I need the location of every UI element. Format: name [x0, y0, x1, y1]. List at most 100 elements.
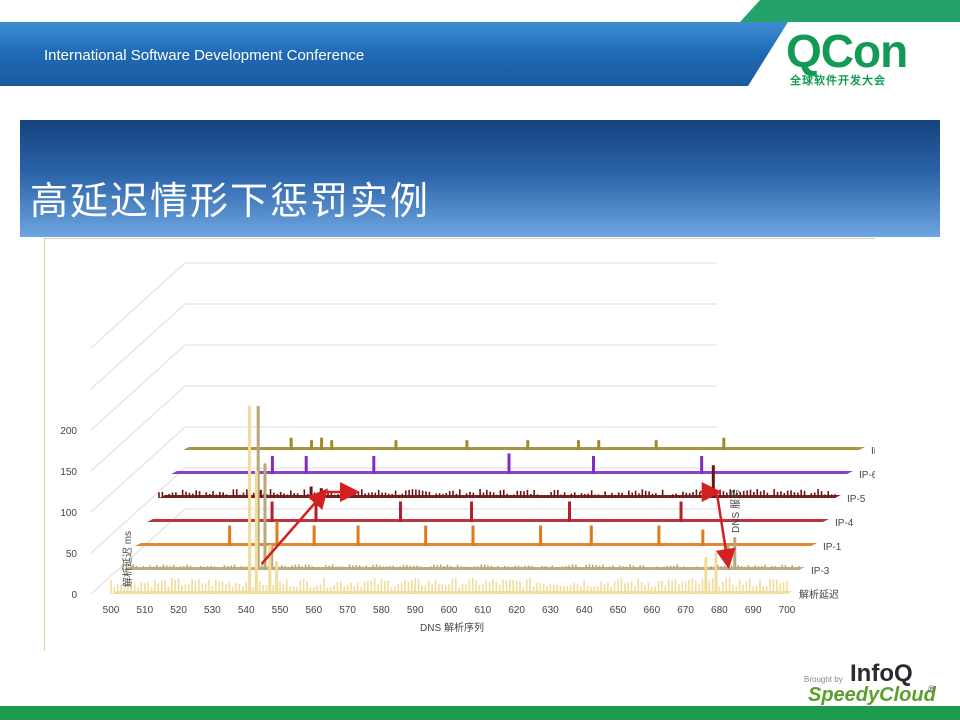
bottom-bar — [0, 706, 960, 720]
series-spike — [270, 501, 274, 522]
series-spike — [469, 501, 473, 522]
series-spike — [394, 440, 398, 450]
gridline-diag — [90, 303, 186, 390]
x-tick-label: 570 — [339, 605, 356, 616]
series-label: IP-4 — [835, 518, 854, 529]
x-tick-label: 670 — [677, 605, 694, 616]
series-spike — [312, 525, 316, 546]
series-spike — [275, 521, 279, 546]
slide-title: 高延迟情形下惩罚实例 — [30, 181, 431, 223]
series-spike — [471, 525, 475, 546]
series-spike — [704, 557, 708, 594]
series-spike — [465, 440, 469, 450]
series-spike — [263, 463, 267, 570]
qcon-subtitle: 全球软件开发大会 — [790, 75, 886, 87]
series-spike — [258, 489, 262, 498]
gridline-diag — [90, 262, 186, 349]
x-tick-label: 700 — [779, 605, 796, 616]
series-spike — [589, 525, 593, 546]
brought-by-text: Brought by — [804, 675, 843, 684]
infoq-logo: InfoQ — [850, 660, 913, 687]
gridline-diag — [90, 344, 186, 431]
series-ribbon-IP-2 — [183, 447, 865, 450]
annotation-arrow — [715, 491, 736, 569]
series-spike — [714, 553, 718, 594]
y-tick-label: 0 — [71, 590, 77, 601]
y-tick-label: 50 — [66, 549, 78, 560]
series-spike — [526, 440, 530, 450]
series-ribbon-IP-6 — [171, 471, 853, 474]
x-tick-label: 540 — [238, 605, 255, 616]
gridline-diag — [90, 426, 186, 513]
series-spike — [289, 437, 293, 450]
qcon-tab — [740, 0, 960, 22]
x-tick-label: 560 — [305, 605, 322, 616]
series-spike — [657, 525, 661, 546]
chart-area: 0 50 100 150 200 500 510 520 530 540 550 560 570 580 5… — [44, 238, 875, 651]
x-tick-label: 620 — [508, 605, 525, 616]
y-tick-label: 200 — [60, 426, 77, 437]
x-tick-label: 550 — [272, 605, 289, 616]
series-spike — [597, 440, 601, 450]
series-spike — [539, 525, 543, 546]
series-spike — [356, 525, 360, 546]
series-spike — [679, 501, 683, 522]
x-tick-label: 640 — [576, 605, 593, 616]
x-tick-label: 690 — [745, 605, 762, 616]
x-tick-label: 530 — [204, 605, 221, 616]
series-spike — [722, 437, 726, 450]
series-spike — [270, 545, 274, 570]
qcon-logo: QCon — [786, 25, 908, 77]
series-spike — [248, 405, 252, 594]
x-tick-label: 580 — [373, 605, 390, 616]
x-tick-label: 610 — [474, 605, 491, 616]
x-tick-label: 680 — [711, 605, 728, 616]
x-tick-label: 660 — [643, 605, 660, 616]
series-spike — [399, 501, 402, 522]
x-tick-label: 520 — [170, 605, 187, 616]
y-axis-label: 解析延迟 ms — [121, 531, 134, 587]
gridline-diag — [90, 385, 186, 472]
series-label: 解析延迟 — [799, 588, 839, 601]
series-spike — [372, 455, 376, 474]
series-spike — [507, 453, 511, 474]
series-spike — [228, 525, 232, 546]
gridline-diag — [90, 467, 186, 554]
x-tick-label: 590 — [407, 605, 424, 616]
speedycloud-logo: SpeedyCloud — [808, 684, 936, 706]
y-tick-label: 100 — [60, 508, 77, 519]
series-ribbon-IP-1 — [135, 543, 817, 546]
series-spike — [424, 525, 428, 546]
y-tick-label: 150 — [60, 467, 77, 478]
series-spike — [320, 437, 324, 450]
series-spike — [711, 465, 715, 498]
series-spike — [576, 440, 580, 450]
series-spike — [654, 440, 658, 450]
series-spike — [700, 455, 704, 474]
conference-name: International Software Development Confe… — [44, 47, 365, 64]
x-tick-label: 510 — [136, 605, 153, 616]
x-tick-label: 600 — [441, 605, 458, 616]
series-spike — [268, 544, 272, 594]
chart-svg: 0 50 100 150 200 500 510 520 530 540 550 560 570 580 5… — [60, 262, 875, 634]
series-label: IP-2 — [871, 446, 875, 457]
series-label: IP-3 — [811, 566, 830, 577]
series-spike — [304, 455, 308, 474]
series-spike — [254, 471, 258, 594]
series-spike — [701, 529, 705, 546]
series-spike — [309, 486, 313, 498]
series-spike — [330, 440, 334, 450]
series-spike — [309, 440, 313, 450]
registered-mark: ® — [928, 684, 935, 694]
header-top-strip — [0, 0, 960, 22]
gridline-diag — [90, 508, 186, 595]
x-tick-label: 650 — [610, 605, 627, 616]
x-axis-label: DNS 解析序列 — [420, 621, 484, 634]
z-axis-label: DNS 服务 — [729, 489, 742, 533]
series-spike — [568, 501, 571, 522]
series-spike — [270, 455, 274, 474]
title-band — [20, 120, 940, 237]
series-spike — [275, 561, 279, 594]
series-label: IP-6 — [859, 470, 875, 481]
qcon-panel — [748, 22, 960, 86]
